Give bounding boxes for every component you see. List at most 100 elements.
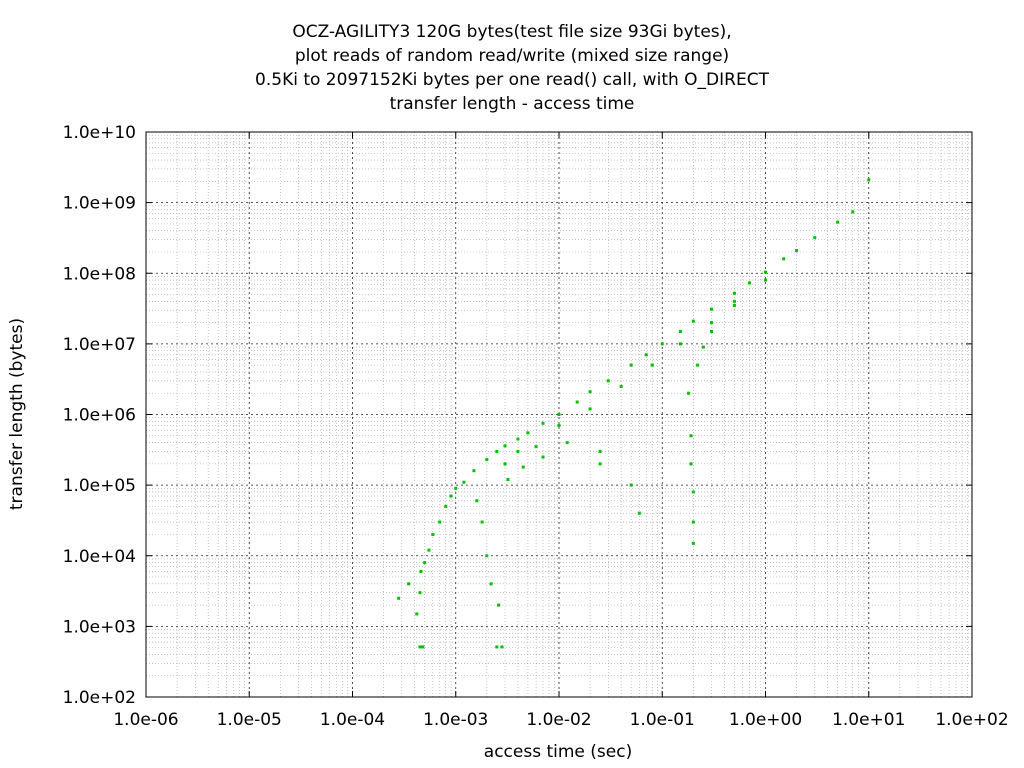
data-point: [696, 363, 700, 367]
data-point: [541, 421, 545, 425]
x-tick-label: 1.0e-06: [113, 710, 178, 730]
chart-title-line-2: plot reads of random read/write (mixed s…: [294, 46, 730, 66]
x-axis-label: access time (sec): [484, 742, 632, 762]
data-point: [480, 520, 484, 524]
y-tick-label: 1.0e+03: [63, 617, 136, 637]
data-point: [427, 548, 431, 552]
major-grid: [146, 132, 972, 697]
data-point: [691, 541, 695, 545]
data-point: [748, 281, 752, 285]
y-tick-label: 1.0e+07: [63, 335, 136, 355]
data-point: [701, 345, 705, 349]
data-point: [516, 437, 520, 441]
data-point: [598, 449, 602, 453]
data-point: [489, 582, 493, 586]
data-point: [419, 569, 423, 573]
data-point: [710, 329, 714, 333]
data-point: [526, 431, 530, 435]
y-tick-label: 1.0e+08: [63, 264, 136, 284]
y-tick-label: 1.0e+09: [63, 194, 136, 214]
y-tick-label: 1.0e+10: [63, 123, 136, 143]
data-point: [689, 434, 693, 438]
data-point: [449, 494, 453, 498]
data-point: [475, 499, 479, 503]
x-tick-label: 1.0e-05: [217, 710, 282, 730]
x-tick-label: 1.0e+00: [729, 710, 802, 730]
data-point: [606, 379, 610, 383]
data-point: [503, 444, 507, 448]
data-point: [764, 270, 767, 274]
data-point: [588, 390, 592, 394]
data-point: [678, 342, 682, 346]
data-point: [836, 220, 840, 224]
x-tick-label: 1.0e-03: [423, 710, 488, 730]
x-tick-label: 1.0e-02: [526, 710, 591, 730]
data-point: [495, 449, 499, 453]
data-point: [678, 329, 682, 333]
y-tick-label: 1.0e+02: [63, 688, 136, 708]
data-point: [710, 321, 714, 325]
data-point: [637, 511, 641, 515]
data-point: [782, 257, 786, 261]
data-point: [795, 248, 799, 252]
chart-title: OCZ-AGILITY3 120G bytes(test file size 9…: [0, 20, 1024, 116]
y-tick-label: 1.0e+06: [63, 406, 136, 426]
y-tick-labels: 1.0e+02 1.0e+03 1.0e+04 1.0e+05 1.0e+06 1.0e+…: [63, 123, 972, 708]
data-point: [431, 532, 435, 536]
data-point: [644, 353, 648, 357]
x-tick-label: 1.0e-04: [320, 710, 385, 730]
data-point: [418, 591, 422, 595]
y-tick-label: 1.0e+05: [63, 476, 136, 496]
data-point: [497, 603, 501, 607]
data-point: [813, 236, 817, 240]
data-point: [689, 462, 693, 466]
data-point: [495, 645, 499, 649]
data-point: [462, 480, 466, 484]
data-point: [506, 478, 510, 482]
data-point: [710, 307, 714, 311]
data-point: [397, 596, 401, 600]
data-point: [418, 645, 422, 649]
data-point: [629, 363, 633, 367]
data-point: [691, 490, 695, 494]
x-tick-label: 1.0e+02: [935, 710, 1008, 730]
data-point: [598, 462, 602, 466]
data-point: [534, 445, 538, 449]
data-point: [732, 291, 736, 295]
data-point: [660, 342, 664, 346]
x-tick-labels: 1.0e-06 1.0e-05 1.0e-04 1.0e-03 1.0e-02 1.0e-…: [113, 132, 1009, 730]
data-point: [565, 441, 569, 445]
data-point: [485, 554, 489, 558]
y-tick-label: 1.0e+04: [63, 547, 136, 567]
chart-title-line-3: 0.5Ki to 2097152Ki bytes per one read() …: [255, 70, 769, 90]
data-point: [407, 582, 411, 586]
data-point: [472, 469, 476, 473]
data-point: [444, 504, 448, 508]
data-point: [438, 520, 442, 524]
chart-title-line-1: OCZ-AGILITY3 120G bytes(test file size 9…: [292, 22, 732, 42]
data-point: [454, 486, 458, 490]
y-axis-label: transfer length (bytes): [7, 318, 27, 510]
data-point: [619, 384, 623, 388]
x-tick-label: 1.0e+01: [832, 710, 905, 730]
data-point: [557, 423, 561, 427]
data-point: [423, 561, 427, 565]
data-point: [629, 483, 633, 487]
data-point: [521, 465, 525, 469]
chart-title-line-4: transfer length - access time: [389, 94, 635, 114]
data-point: [851, 210, 855, 214]
x-tick-label: 1.0e-01: [630, 710, 695, 730]
data-point: [421, 645, 425, 649]
data-point: [687, 391, 691, 395]
data-point: [541, 455, 545, 459]
data-point: [500, 645, 504, 649]
data-point: [516, 449, 520, 453]
data-point: [415, 612, 419, 616]
data-point: [588, 407, 592, 411]
data-point: [503, 462, 507, 466]
data-point: [867, 178, 871, 182]
data-point: [732, 299, 736, 303]
data-point: [650, 363, 654, 367]
data-point: [557, 413, 561, 416]
